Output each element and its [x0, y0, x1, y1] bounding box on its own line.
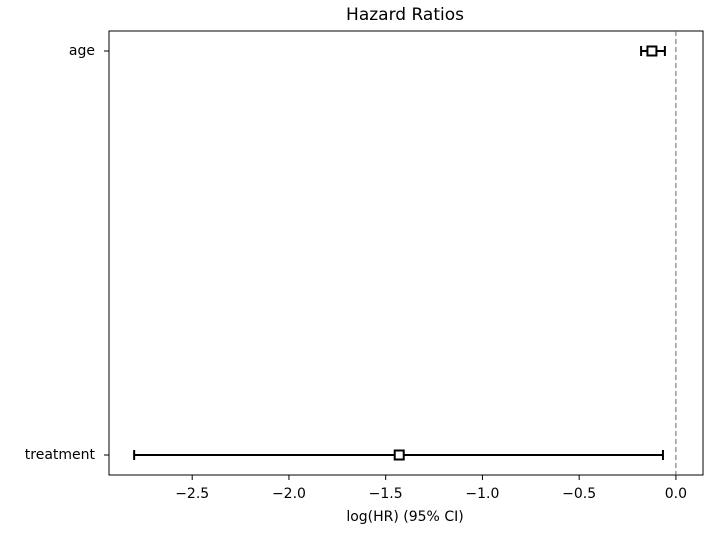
- chart-title: Hazard Ratios: [346, 5, 464, 25]
- point-estimate: [393, 449, 405, 461]
- x-tick-label: −1.0: [465, 486, 499, 502]
- plot-frame: [108, 30, 704, 476]
- y-tick-label: age: [69, 43, 95, 59]
- x-axis-label: log(HR) (95% CI): [346, 509, 463, 525]
- x-tick-label: −2.5: [175, 486, 209, 502]
- point-estimate: [646, 45, 658, 57]
- x-tick-label: −1.5: [369, 486, 403, 502]
- x-tick-label: −2.0: [272, 486, 306, 502]
- y-tick-label: treatment: [25, 447, 96, 463]
- x-tick-label: 0.0: [665, 486, 687, 502]
- x-tick-label: −0.5: [562, 486, 596, 502]
